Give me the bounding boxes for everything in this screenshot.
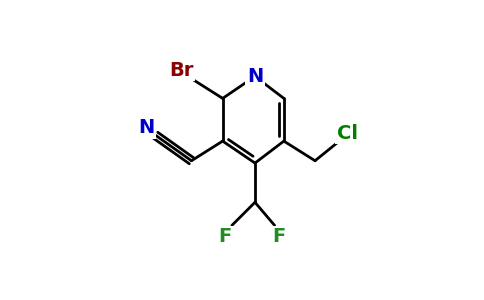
Text: N: N: [138, 118, 154, 137]
Text: F: F: [218, 227, 231, 247]
Text: F: F: [272, 227, 286, 247]
Text: Br: Br: [169, 61, 193, 80]
Text: Cl: Cl: [337, 124, 358, 142]
Text: N: N: [247, 67, 263, 86]
